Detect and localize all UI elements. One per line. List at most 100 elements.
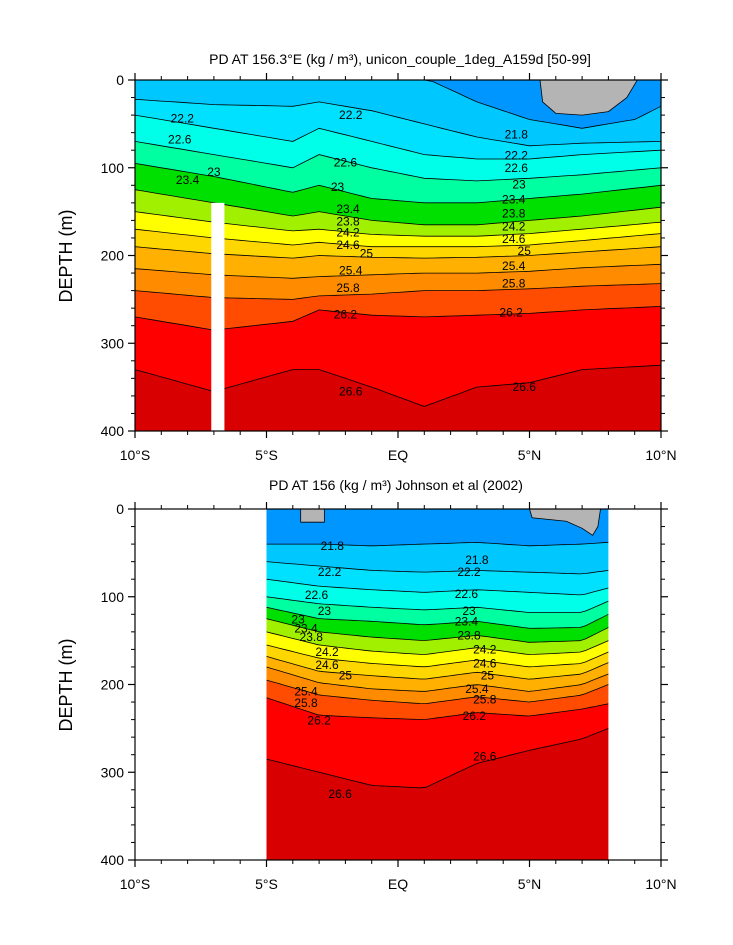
density-band (266, 618, 609, 655)
isopycnal-26.6 (266, 728, 609, 789)
contour-label: 21.8 (505, 127, 529, 141)
density-band (266, 645, 609, 680)
isopycnal-26.2 (266, 697, 609, 720)
contour-label: 21.8 (465, 553, 489, 567)
contour-label: 23.8 (457, 628, 481, 642)
density-band (135, 211, 661, 247)
x-tick-label: 10°S (120, 447, 151, 463)
contour-label: 22.6 (305, 588, 329, 602)
density-band (266, 542, 609, 574)
density-band (266, 728, 609, 860)
y-axis-label-top: DEPTH (m) (56, 210, 76, 303)
density-band (266, 596, 609, 629)
contour-label: 21.8 (321, 539, 345, 553)
contour-label: 22.6 (455, 587, 479, 601)
y-tick-label: 100 (101, 160, 125, 176)
y-tick-label: 300 (101, 335, 125, 351)
contour-label: 22.2 (505, 149, 529, 163)
contour-label: 22.6 (505, 161, 529, 175)
contour-label: 23.4 (455, 614, 479, 628)
contour-label: 23.4 (502, 192, 526, 206)
density-band (266, 680, 609, 720)
contour-label: 24.6 (502, 232, 526, 246)
density-band (135, 99, 661, 159)
density-band (135, 365, 661, 431)
x-tick-label: 10°N (645, 876, 676, 892)
isopycnal-23.8 (266, 618, 609, 643)
contour-label: 22.2 (339, 108, 363, 122)
contour-label: 25.4 (294, 685, 318, 699)
contour-label: 23 (462, 604, 476, 618)
isopycnal-25.4 (266, 666, 609, 692)
contour-label: 25.4 (465, 682, 489, 696)
density-band (266, 631, 609, 667)
contour-label: 23.8 (300, 630, 324, 644)
y-tick-label: 400 (101, 423, 125, 439)
density-band (135, 80, 661, 146)
isopycnal-23 (266, 596, 609, 613)
isopycnal-25.8 (266, 679, 609, 705)
contour-label: 24.6 (336, 238, 360, 252)
contour-label: 26.2 (307, 714, 331, 728)
x-tick-label: 5°N (518, 876, 542, 892)
contour-label: 24.6 (315, 658, 339, 672)
contour-label: 26.2 (499, 306, 523, 320)
density-band (135, 264, 661, 300)
contour-label: 22.2 (457, 565, 481, 579)
isopycnal-23.4 (266, 606, 609, 629)
density-band (266, 667, 609, 704)
contour-label: 23 (207, 165, 221, 179)
contour-label: 25 (339, 669, 353, 683)
contour-label: 24.2 (502, 220, 526, 234)
x-tick-label: 10°N (645, 447, 676, 463)
y-tick-label: 300 (101, 764, 125, 780)
contour-label: 25.8 (336, 281, 360, 295)
land-mask (300, 508, 325, 523)
density-band (135, 141, 661, 203)
isopycnal-23.4 (134, 163, 662, 204)
x-tick-label: 5°N (518, 447, 542, 463)
contour-label: 26.6 (473, 750, 497, 764)
density-band (135, 189, 661, 237)
land-mask (528, 508, 601, 536)
contour-label: 23.8 (336, 214, 360, 228)
isopycnal-24.6 (266, 644, 609, 668)
density-band (135, 163, 661, 225)
isopycnal-22.6 (134, 114, 662, 160)
contour-label: 23 (291, 613, 305, 627)
y-tick-label: 0 (116, 72, 124, 88)
isopycnal-24.2 (266, 631, 609, 655)
land-mask (539, 79, 639, 116)
contour-label: 23.4 (336, 202, 360, 216)
contour-label: 24.2 (315, 645, 339, 659)
contour-label: 26.2 (463, 709, 487, 723)
x-tick-label: 10°S (120, 876, 151, 892)
contour-label: 26.6 (339, 385, 363, 399)
contour-label: 23 (318, 604, 332, 618)
y-tick-label: 100 (101, 589, 125, 605)
x-tick-label: EQ (388, 876, 408, 892)
chart-title-top: PD AT 156.3°E (kg / m³), unicon_couple_1… (209, 51, 591, 67)
density-band (135, 246, 661, 279)
y-tick-label: 200 (101, 677, 125, 693)
contour-label: 25.4 (502, 259, 526, 273)
contour-label: 25 (518, 244, 532, 258)
isopycnal-21.8 (266, 541, 609, 547)
contour-label: 25.8 (502, 277, 526, 291)
density-band (135, 229, 661, 259)
x-tick-label: EQ (388, 447, 408, 463)
contour-label: 25.8 (294, 696, 318, 710)
isopycnal-22.2 (266, 561, 609, 575)
contour-label: 26.6 (513, 380, 537, 394)
contour-label: 22.2 (318, 565, 342, 579)
y-axis-label-bottom: DEPTH (m) (56, 639, 76, 732)
density-band (266, 656, 609, 692)
chart-title-bottom: PD AT 156 (kg / m³) Johnson et al (2002) (269, 477, 523, 493)
density-band (266, 579, 609, 613)
contour-label: 23.4 (294, 621, 318, 635)
y-tick-label: 0 (116, 501, 124, 517)
density-band (266, 561, 609, 595)
